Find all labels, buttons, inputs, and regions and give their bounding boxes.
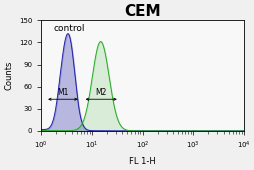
Y-axis label: Counts: Counts <box>4 61 13 90</box>
Title: CEM: CEM <box>124 4 160 19</box>
Text: M1: M1 <box>57 88 68 97</box>
X-axis label: FL 1-H: FL 1-H <box>129 157 155 166</box>
Text: control: control <box>53 24 85 33</box>
Text: M2: M2 <box>95 88 106 97</box>
